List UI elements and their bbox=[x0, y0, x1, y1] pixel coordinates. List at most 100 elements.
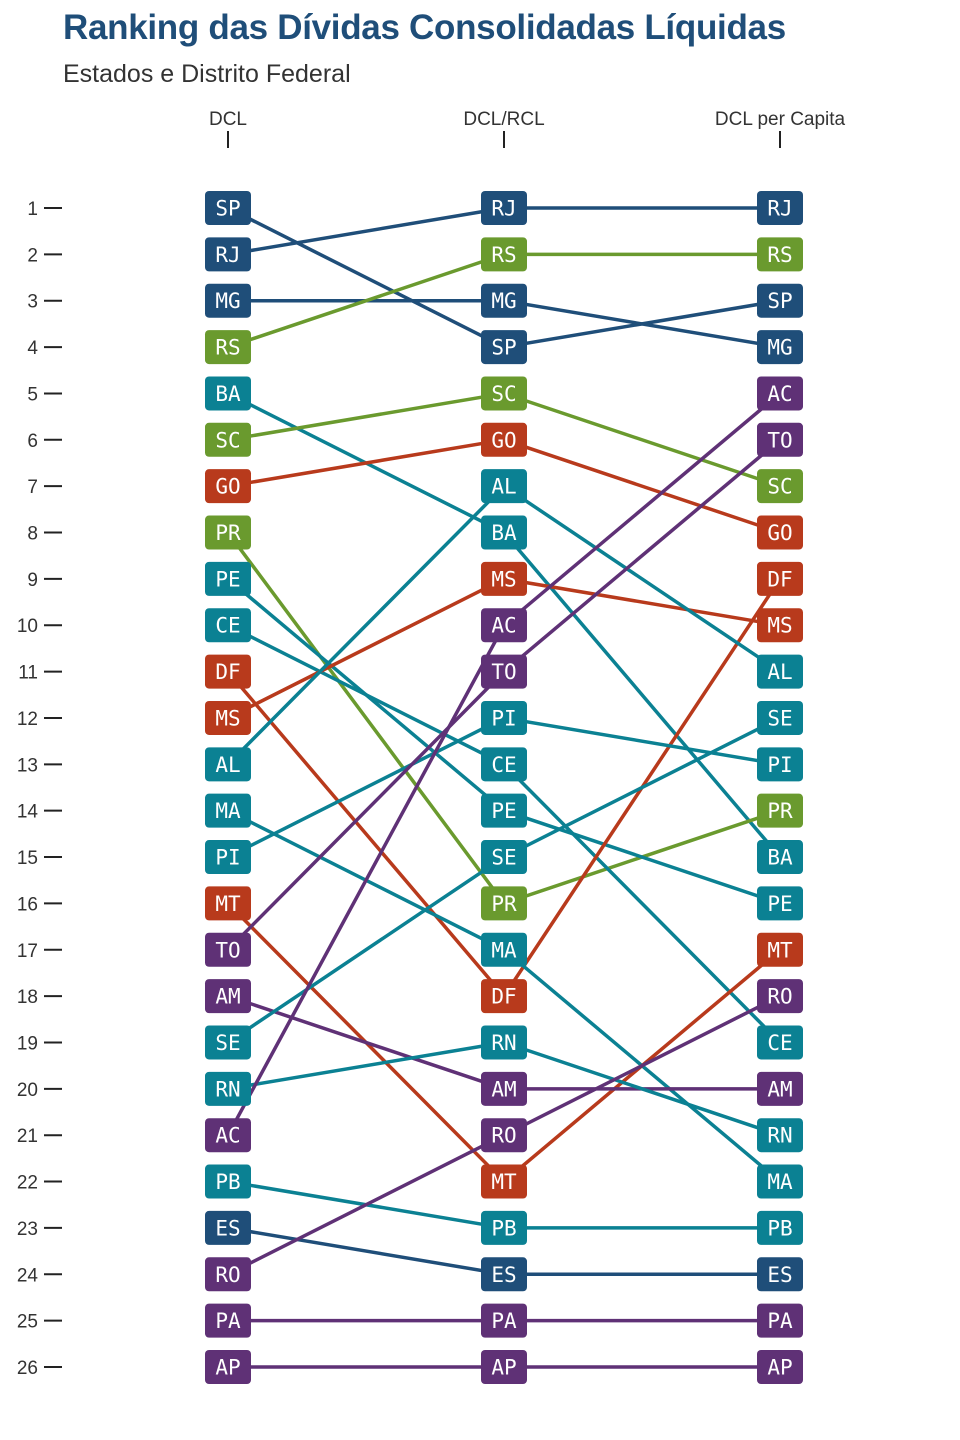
badge-label-rj-col2: RJ bbox=[491, 197, 516, 221]
badge-label-ap-col2: AP bbox=[491, 1356, 516, 1380]
badge-mg-col3: MG bbox=[757, 330, 803, 365]
badge-bg-ba-col1 bbox=[205, 376, 251, 411]
badge-bg-rj-col1 bbox=[205, 237, 251, 272]
badge-bg-ro-col2 bbox=[481, 1118, 527, 1153]
rank-label-20: 20 bbox=[17, 1080, 38, 1101]
badge-label-to-col2: TO bbox=[491, 660, 516, 684]
badge-bg-ce-col2 bbox=[481, 747, 527, 782]
badge-rj-col1: RJ bbox=[205, 237, 251, 272]
badge-label-rn-col3: RN bbox=[767, 1124, 792, 1148]
badge-label-ms-col3: MS bbox=[767, 614, 792, 638]
column-headers: DCL DCL/RCL DCL per Capita bbox=[209, 109, 846, 148]
badge-am-col3: AM bbox=[757, 1071, 803, 1106]
badge-label-ac-col1: AC bbox=[215, 1124, 240, 1148]
badge-rs-col2: RS bbox=[481, 237, 527, 272]
badge-bg-to-col3 bbox=[757, 422, 803, 457]
badge-label-pi-col3: PI bbox=[767, 753, 792, 777]
badge-ba-col3: BA bbox=[757, 840, 803, 875]
badge-label-am-col3: AM bbox=[767, 1077, 792, 1101]
badge-bg-ma-col2 bbox=[481, 932, 527, 967]
badge-label-ap-col3: AP bbox=[767, 1356, 792, 1380]
badge-bg-sc-col1 bbox=[205, 422, 251, 457]
badge-rj-col3: RJ bbox=[757, 191, 803, 225]
badge-to-col3: TO bbox=[757, 422, 803, 457]
badge-ce-col2: CE bbox=[481, 747, 527, 782]
badge-bg-mg-col2 bbox=[481, 283, 527, 318]
badge-bg-mt-col1 bbox=[205, 886, 251, 921]
badge-pa-col2: PA bbox=[481, 1303, 527, 1338]
badge-bg-rs-col3 bbox=[757, 237, 803, 272]
badge-pe-col3: PE bbox=[757, 886, 803, 921]
badge-bg-pi-col3 bbox=[757, 747, 803, 782]
badge-bg-pr-col2 bbox=[481, 886, 527, 921]
badge-go-col2: GO bbox=[481, 422, 527, 457]
badge-rs-col3: RS bbox=[757, 237, 803, 272]
badge-label-ba-col3: BA bbox=[767, 846, 793, 870]
badge-label-ro-col2: RO bbox=[491, 1124, 516, 1148]
badge-bg-df-col1 bbox=[205, 654, 251, 689]
badge-bg-ap-col3 bbox=[757, 1350, 803, 1384]
badge-bg-go-col2 bbox=[481, 422, 527, 457]
badge-label-al-col1: AL bbox=[215, 753, 240, 777]
badge-bg-es-col2 bbox=[481, 1257, 527, 1292]
badge-label-pe-col1: PE bbox=[215, 567, 240, 591]
badge-ro-col2: RO bbox=[481, 1118, 527, 1153]
badge-label-ac-col2: AC bbox=[491, 614, 516, 638]
badge-mt-col3: MT bbox=[757, 932, 803, 967]
badge-label-es-col1: ES bbox=[215, 1216, 240, 1240]
badge-ac-col1: AC bbox=[205, 1118, 251, 1153]
column-header-1: DCL bbox=[209, 109, 247, 130]
badge-ba-col1: BA bbox=[205, 376, 251, 411]
badge-label-go-col3: GO bbox=[767, 521, 792, 545]
badge-label-sp-col1: SP bbox=[215, 197, 240, 221]
badge-bg-ac-col1 bbox=[205, 1118, 251, 1153]
badge-sc-col1: SC bbox=[205, 422, 251, 457]
badge-al-col2: AL bbox=[481, 469, 527, 504]
badge-bg-se-col2 bbox=[481, 840, 527, 875]
badge-bg-ms-col2 bbox=[481, 561, 527, 596]
rank-label-3: 3 bbox=[27, 292, 38, 313]
badge-pe-col2: PE bbox=[481, 793, 527, 828]
rank-label-4: 4 bbox=[27, 338, 38, 359]
badge-bg-pb-col3 bbox=[757, 1210, 803, 1245]
badge-label-pe-col2: PE bbox=[491, 799, 516, 823]
line-pi bbox=[227, 716, 781, 859]
badge-label-rs-col2: RS bbox=[491, 243, 516, 267]
badge-ms-col1: MS bbox=[205, 700, 251, 735]
badge-bg-ma-col1 bbox=[205, 793, 251, 828]
badge-label-sp-col2: SP bbox=[491, 336, 516, 360]
badge-label-se-col3: SE bbox=[767, 706, 792, 730]
badge-label-ba-col1: BA bbox=[215, 382, 241, 406]
badge-ce-col1: CE bbox=[205, 608, 251, 643]
badge-sc-col2: SC bbox=[481, 376, 527, 411]
badge-rs-col1: RS bbox=[205, 330, 251, 365]
badge-bg-pi-col1 bbox=[205, 840, 251, 875]
state-badges: SP RJ MG RS BA SC GO PR PE CE DF MS AL MA PI MT TO AM SE RN… bbox=[205, 191, 803, 1384]
badge-ms-col2: MS bbox=[481, 561, 527, 596]
badge-sp-col3: SP bbox=[757, 283, 803, 318]
badge-bg-sc-col3 bbox=[757, 469, 803, 504]
badge-label-rs-col1: RS bbox=[215, 336, 240, 360]
badge-se-col2: SE bbox=[481, 840, 527, 875]
badge-pr-col1: PR bbox=[205, 515, 251, 550]
badge-label-pr-col2: PR bbox=[491, 892, 517, 916]
badge-label-to-col1: TO bbox=[215, 938, 240, 962]
badge-bg-ba-col2 bbox=[481, 515, 527, 550]
badge-label-rj-col3: RJ bbox=[767, 197, 792, 221]
badge-bg-df-col2 bbox=[481, 979, 527, 1014]
badge-df-col3: DF bbox=[757, 561, 803, 596]
badge-pb-col2: PB bbox=[481, 1210, 527, 1245]
badge-label-mg-col2: MG bbox=[491, 289, 516, 313]
badge-label-ce-col3: CE bbox=[767, 1031, 792, 1055]
badge-bg-rj-col2 bbox=[481, 191, 527, 225]
badge-sc-col3: SC bbox=[757, 469, 803, 504]
badge-pa-col1: PA bbox=[205, 1303, 251, 1338]
badge-bg-ce-col3 bbox=[757, 1025, 803, 1060]
badge-ap-col1: AP bbox=[205, 1350, 251, 1384]
rank-label-22: 22 bbox=[17, 1173, 38, 1194]
badge-ro-col1: RO bbox=[205, 1257, 251, 1292]
badge-bg-to-col1 bbox=[205, 932, 251, 967]
badge-pr-col2: PR bbox=[481, 886, 527, 921]
badge-pb-col3: PB bbox=[757, 1210, 803, 1245]
rank-label-16: 16 bbox=[17, 894, 38, 915]
